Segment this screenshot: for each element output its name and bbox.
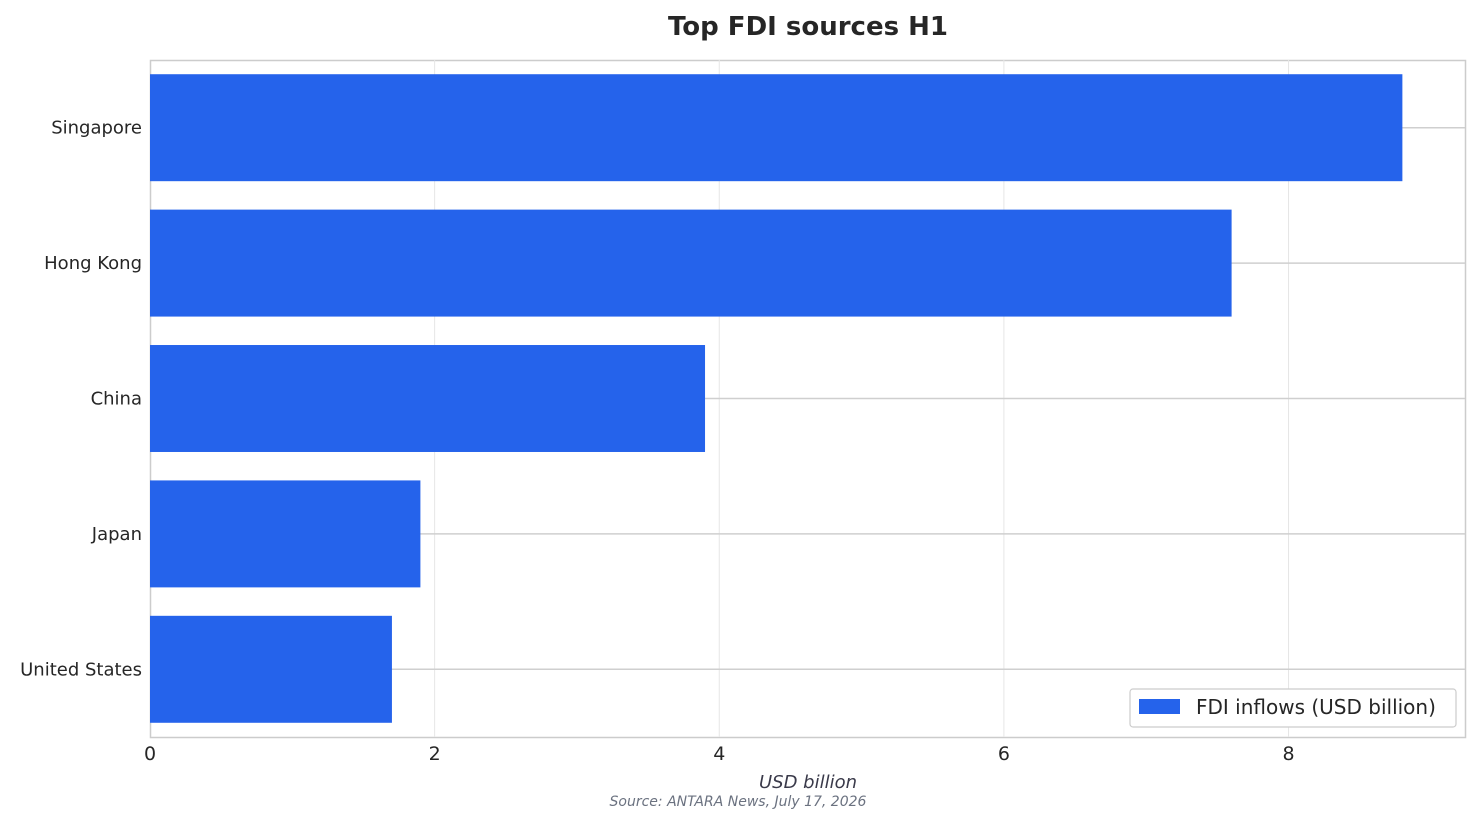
- x-tick-labels: 0 2 4 6 8: [144, 743, 1295, 765]
- y-tick-label: China: [91, 389, 142, 410]
- x-tick-label: 8: [1282, 743, 1294, 765]
- bar-japan: [150, 480, 421, 588]
- y-tick-label: Japan: [91, 524, 142, 545]
- y-tick-label: Singapore: [51, 118, 142, 139]
- x-tick-label: 6: [998, 743, 1010, 765]
- source-note: Source: ANTARA News, July 17, 2026: [610, 794, 867, 810]
- x-tick-label: 4: [713, 743, 725, 765]
- bar-united-states: [150, 615, 392, 723]
- legend-label: FDI inflows (USD billion): [1196, 695, 1436, 719]
- bar-china: [150, 345, 706, 452]
- y-tick-label: United States: [20, 659, 142, 680]
- legend-swatch: [1139, 699, 1180, 714]
- legend-box: [1129, 688, 1457, 728]
- legend: FDI inflows (USD billion): [1129, 688, 1457, 728]
- x-tick-label: 0: [144, 743, 156, 765]
- y-tick-label: Hong Kong: [44, 253, 142, 274]
- y-tick-labels: Singapore Hong Kong China Japan United State…: [20, 118, 142, 681]
- x-axis-label: USD billion: [759, 772, 857, 793]
- bars: [150, 74, 1403, 723]
- x-tick-label: 2: [429, 743, 441, 765]
- bar-hong-kong: [150, 209, 1232, 317]
- chart-title: Top FDI sources H1: [668, 12, 948, 42]
- bar-singapore: [150, 74, 1403, 182]
